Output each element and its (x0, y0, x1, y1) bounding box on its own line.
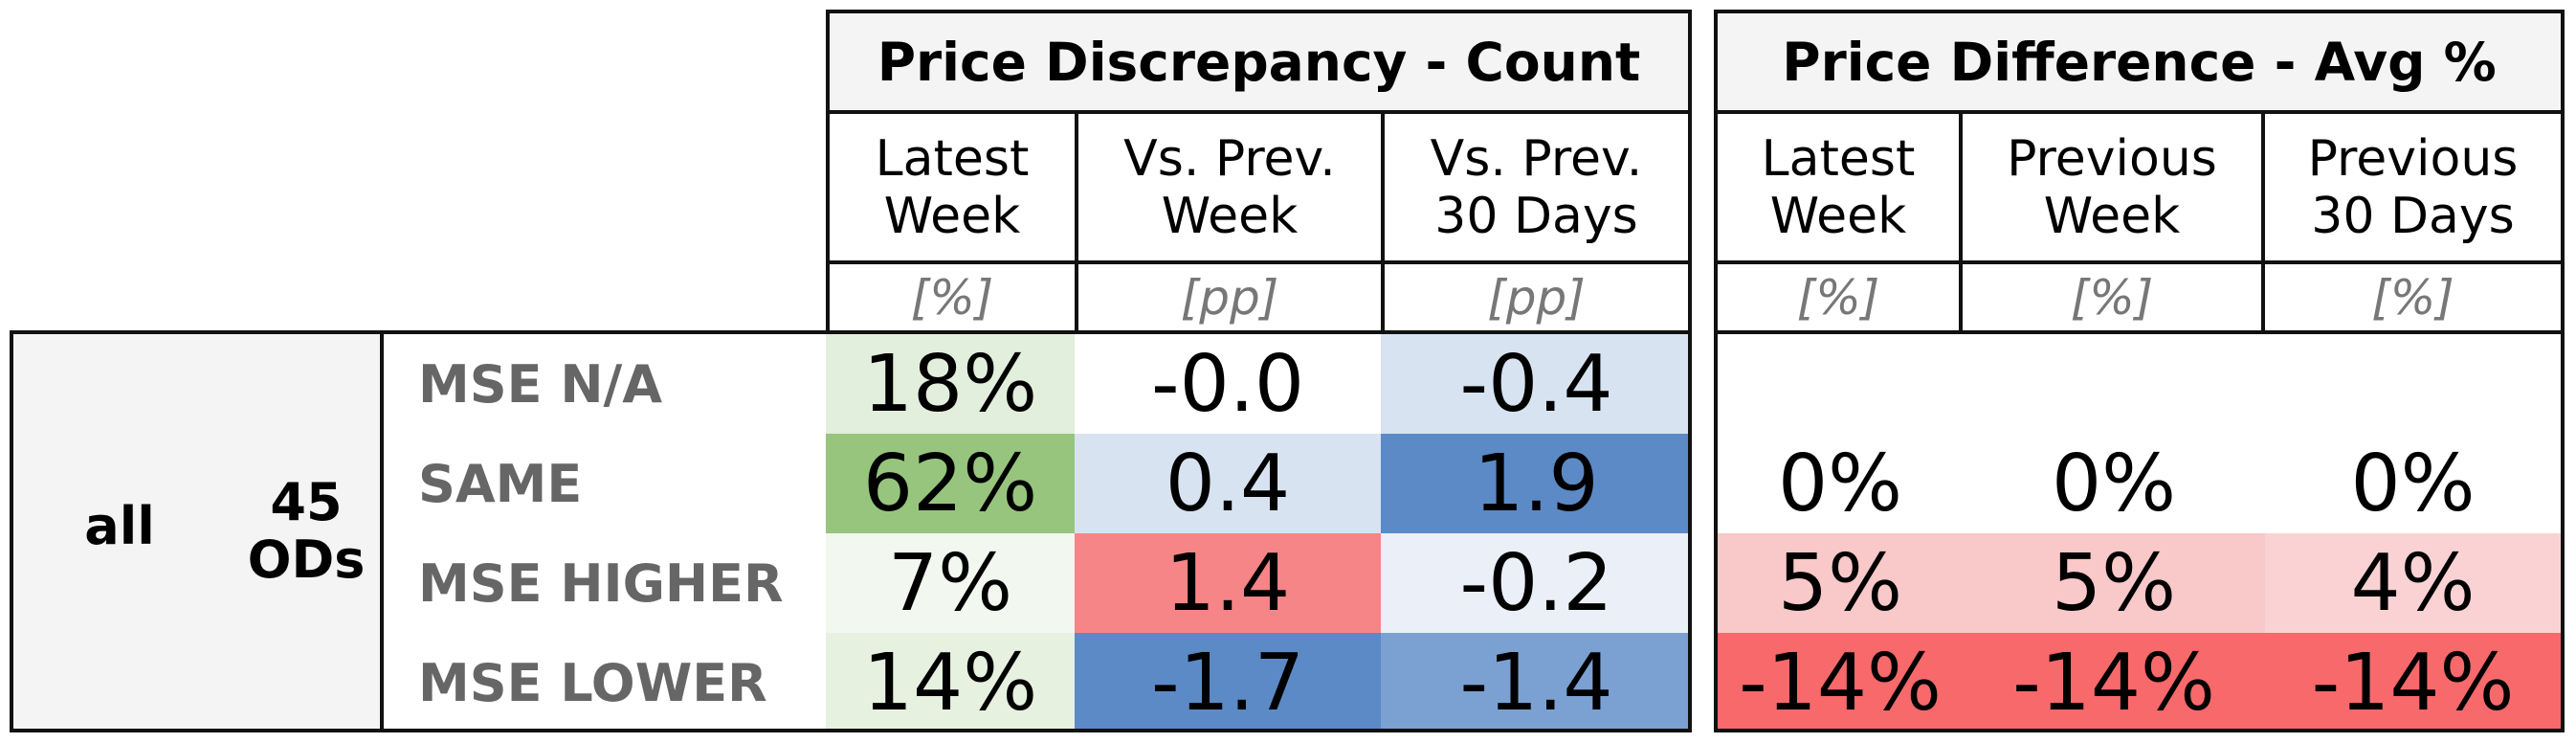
table-cell: 5% (1963, 533, 2265, 633)
unit-vs-prev-30-days: [pp] (1381, 260, 1692, 334)
table-cell: 0% (1963, 434, 2265, 533)
column-header-latest-week-count: Latest Week (826, 110, 1078, 264)
row-label: MSE N/A (418, 353, 663, 415)
table-cell: -14% (1718, 633, 1963, 732)
table-cell: -0.2 (1381, 533, 1692, 633)
table-cell: -0.0 (1075, 334, 1381, 434)
row-label: SAME (418, 453, 583, 514)
table-cell: 1.4 (1075, 533, 1381, 633)
row-label: MSE HIGHER (418, 552, 784, 614)
segment-block (10, 330, 380, 732)
column-header-previous-30-days: Previous 30 Days (2261, 110, 2565, 264)
table-cell: 5% (1718, 533, 1963, 633)
table-cell: 14% (826, 633, 1075, 732)
table-cell: -1.4 (1381, 633, 1692, 732)
table-cell: -0.4 (1381, 334, 1692, 434)
price-discrepancy-count-title: Price Discrepancy - Count (826, 10, 1692, 114)
unit-previous-week: [%] (1959, 260, 2265, 334)
table-cell (2265, 334, 2561, 434)
unit-latest-week-count: [%] (826, 260, 1078, 334)
table-cell: 62% (826, 434, 1075, 533)
unit-latest-week-avg: [%] (1714, 260, 1963, 334)
segment-name: all (84, 496, 155, 556)
table-cell (1963, 334, 2265, 434)
column-header-latest-week-avg: Latest Week (1714, 110, 1963, 264)
column-header-vs-prev-30-days: Vs. Prev. 30 Days (1381, 110, 1692, 264)
table-cell: 18% (826, 334, 1075, 434)
table-cell: 0% (2265, 434, 2561, 533)
table-cell: 7% (826, 533, 1075, 633)
table-cell (1718, 334, 1963, 434)
table-cell: 0.4 (1075, 434, 1381, 533)
row-label: MSE LOWER (418, 652, 767, 713)
table-cell: -1.7 (1075, 633, 1381, 732)
column-header-previous-week: Previous Week (1959, 110, 2265, 264)
table-cell: 4% (2265, 533, 2561, 633)
segment-ods-count: 45 ODs (247, 472, 366, 590)
column-header-vs-prev-week: Vs. Prev. Week (1075, 110, 1385, 264)
table-cell: -14% (1963, 633, 2265, 732)
table-cell: 1.9 (1381, 434, 1692, 533)
unit-vs-prev-week: [pp] (1075, 260, 1385, 334)
table-cell: -14% (2265, 633, 2561, 732)
table-cell: 0% (1718, 434, 1963, 533)
price-difference-avg-title: Price Difference - Avg % (1714, 10, 2565, 114)
unit-previous-30-days: [%] (2261, 260, 2565, 334)
